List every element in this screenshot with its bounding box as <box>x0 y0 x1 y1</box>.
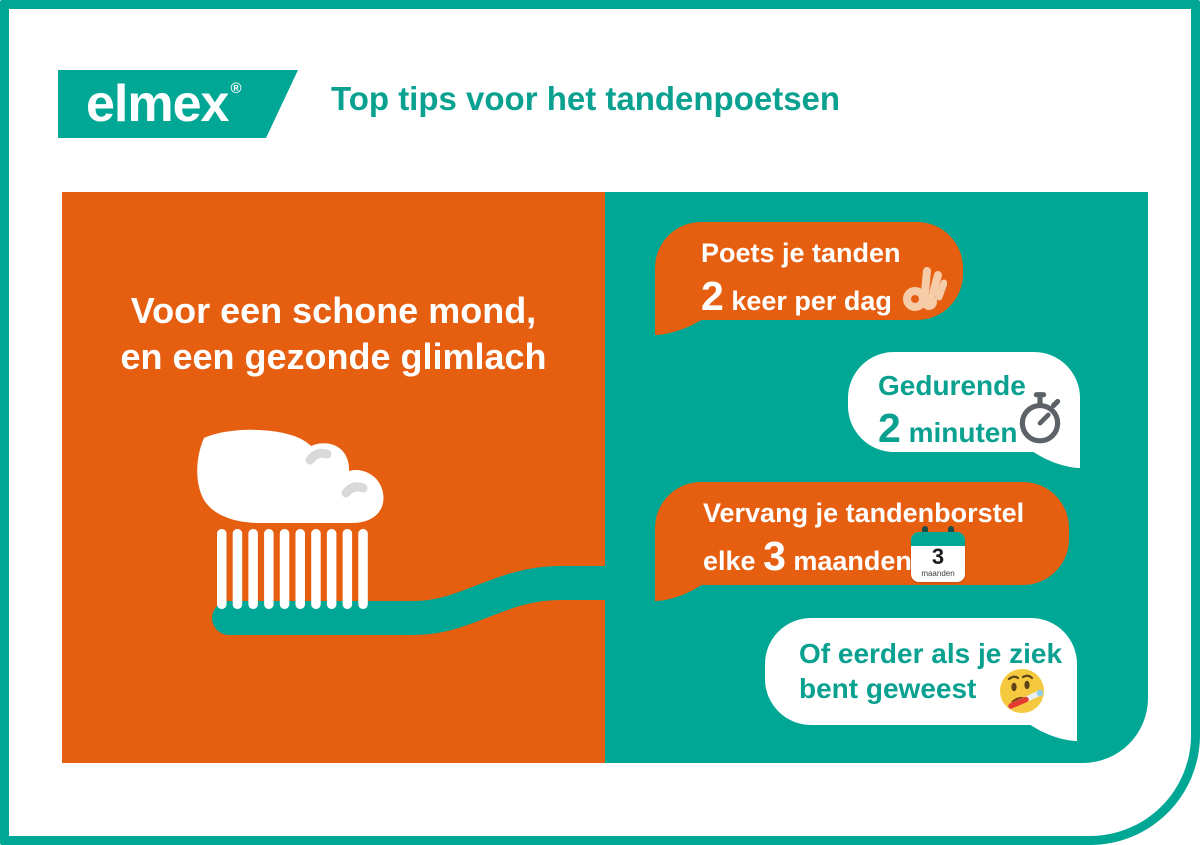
bubble1-tail <box>655 319 703 335</box>
elmex-logo-text: elmex <box>86 75 229 133</box>
bubble2-line2: 2 minuten <box>878 405 1018 451</box>
stopwatch-icon <box>1019 392 1061 444</box>
calendar-number: 3 <box>931 544 945 569</box>
elmex-logo: elmex ® <box>58 70 298 138</box>
toothpaste-dollop <box>197 429 384 523</box>
toothbrush-bristles <box>217 529 368 609</box>
bubble4-line2: bent geweest <box>799 673 977 704</box>
bubble-gedurende: Gedurende 2 minuten <box>848 352 1080 468</box>
bubble2-line1: Gedurende <box>878 370 1026 401</box>
page-title: Top tips voor het tandenpoetsen <box>331 80 841 117</box>
bubble-of-eerder-ziek: Of eerder als je ziek bent geweest <box>765 618 1077 741</box>
ok-hand-icon <box>903 267 947 311</box>
right-panel: Poets je tanden 2 keer per dag Gedurende… <box>605 192 1148 763</box>
bubble3-line2: elke 3 maanden <box>703 532 912 579</box>
heading-line1: Voor een schone mond, <box>130 290 537 331</box>
bubble3-line1: Vervang je tandenborstel <box>703 498 1025 528</box>
bubble3-tail <box>655 584 703 601</box>
bubble4-tail <box>1029 724 1077 741</box>
registered-trademark-icon: ® <box>230 79 242 97</box>
bubble1-line2: 2 keer per dag <box>701 272 892 319</box>
left-panel: Voor een schone mond, en een gezonde gli… <box>62 192 605 763</box>
heading-line2: en een gezonde glimlach <box>120 336 547 378</box>
sick-face-icon <box>1000 669 1044 713</box>
toothpaste-highlights <box>305 448 368 498</box>
bubble2-tail <box>1032 451 1080 468</box>
toothbrush-handle <box>212 566 605 635</box>
bubble-poets-je-tanden: Poets je tanden 2 keer per dag <box>655 222 963 335</box>
calendar-label: maanden <box>921 569 955 578</box>
bubble1-line1: Poets je tanden <box>701 238 901 268</box>
calendar-3-maanden-icon: 3 maanden <box>911 526 967 586</box>
bubble-vervang-tandenborstel: Vervang je tandenborstel elke 3 maanden … <box>655 482 1069 601</box>
left-panel-heading: Voor een schone mond, en een gezonde gli… <box>62 288 605 380</box>
calendar-header <box>911 532 965 546</box>
calendar-body: 3 maanden <box>911 532 965 582</box>
bubble4-line1: Of eerder als je ziek <box>799 638 1063 669</box>
toothbrush-illustration <box>197 429 605 635</box>
